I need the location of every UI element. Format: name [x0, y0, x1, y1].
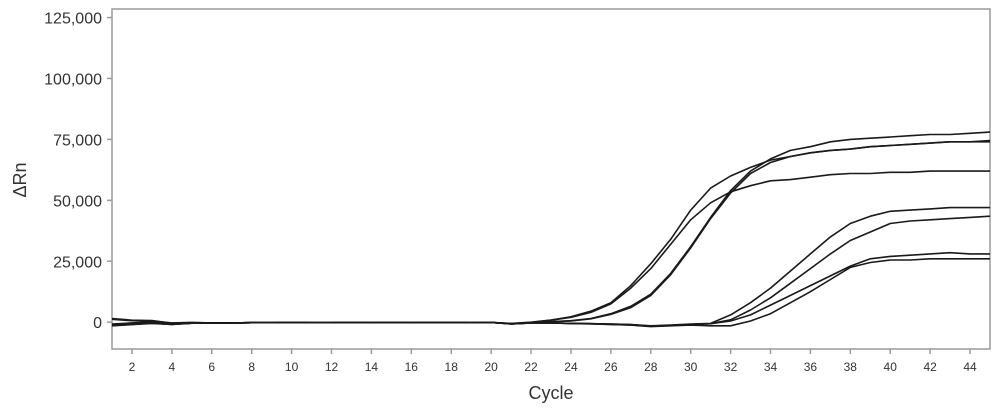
x-tick-label: 44 — [963, 360, 977, 374]
x-tick-label: 40 — [884, 360, 898, 374]
x-tick-label: 28 — [644, 360, 658, 374]
series-lines — [111, 131, 991, 328]
y-tick-label: 25,000 — [53, 254, 102, 271]
y-tick-label: 100,000 — [44, 71, 102, 88]
x-tick-label: 36 — [804, 360, 818, 374]
x-tick-label: 16 — [405, 360, 419, 374]
x-tick-label: 22 — [524, 360, 538, 374]
x-tick-label: 10 — [285, 360, 299, 374]
x-tick-label: 24 — [564, 360, 578, 374]
y-tick-label: 50,000 — [53, 193, 102, 210]
series-line-sample-8 — [111, 257, 990, 328]
y-tick-label: 0 — [93, 315, 102, 332]
y-tick-label: 125,000 — [44, 11, 102, 28]
x-tick-label: 30 — [684, 360, 698, 374]
x-tick-label: 34 — [764, 360, 778, 374]
x-tick-label: 42 — [923, 360, 937, 374]
y-axis: 0 25,000 50,000 75,000 100,000 125,000 — [44, 11, 112, 332]
x-tick-label: 38 — [844, 360, 858, 374]
x-tick-label: 8 — [248, 360, 255, 374]
x-tick-label: 12 — [325, 360, 339, 374]
x-tick-label: 20 — [484, 360, 498, 374]
x-tick-label: 32 — [724, 360, 738, 374]
x-tick-label: 14 — [365, 360, 379, 374]
x-tick-label: 26 — [604, 360, 618, 374]
x-axis-label: Cycle — [528, 383, 573, 403]
x-axis: 2 4 6 8 10 12 14 16 18 20 22 24 26 28 30 32 34 36 38 40 42 44 — [129, 349, 977, 374]
plot-frame — [111, 8, 991, 350]
y-tick-label: 75,000 — [53, 132, 102, 149]
x-tick-label: 18 — [445, 360, 459, 374]
x-tick-label: 2 — [129, 360, 136, 374]
x-tick-label: 4 — [169, 360, 176, 374]
x-tick-label: 6 — [208, 360, 215, 374]
y-axis-label: ΔRn — [10, 162, 30, 197]
